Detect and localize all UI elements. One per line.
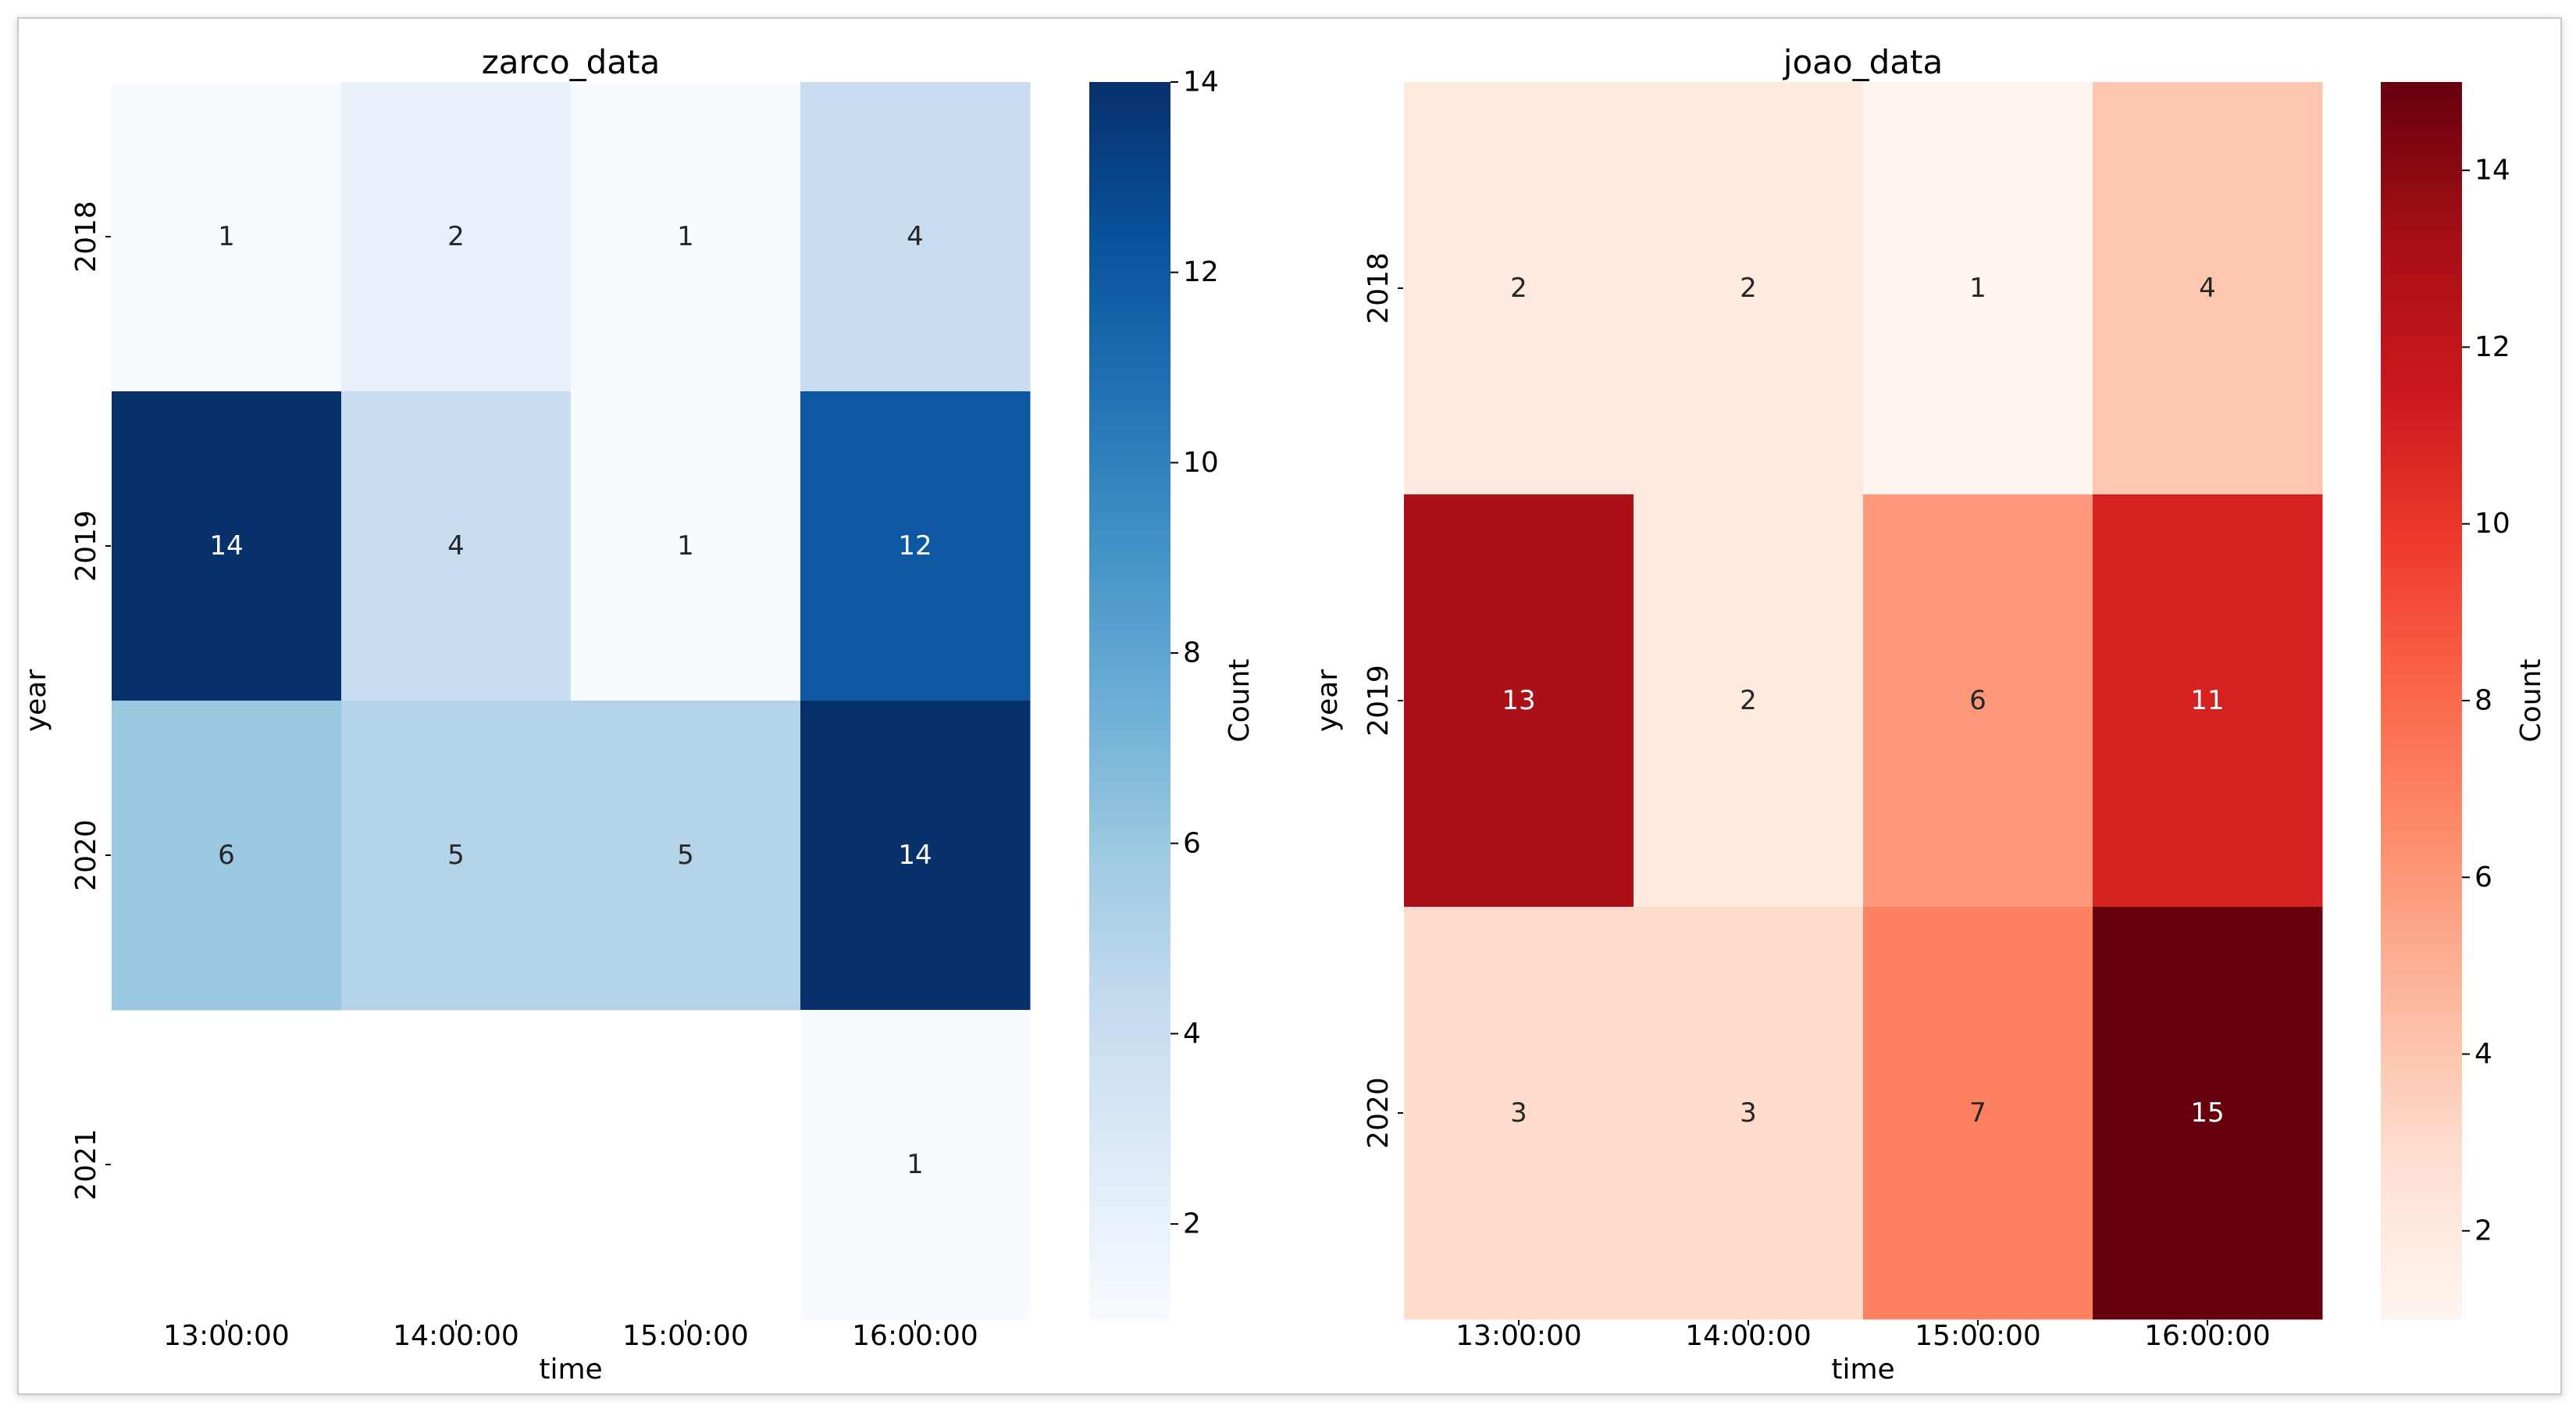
heatmap-cell [1863,907,2093,1320]
cell-value-label: 4 [447,530,465,562]
colorbar-tick-label: 10 [2474,508,2510,540]
y-tick-label: 2020 [70,819,102,891]
cell-value-label: 3 [1740,1097,1757,1129]
colorbar-label: Count [2515,659,2547,743]
colorbar-tick-label: 8 [2474,685,2492,717]
heatmap-cell [341,701,572,1011]
cell-value-label: 1 [677,530,694,562]
heatmap-cell [1863,494,2093,908]
x-axis-label: time [1831,1354,1894,1386]
colorbar-tick-label: 4 [2474,1038,2492,1070]
heatmap-cell [112,391,342,701]
colorbar-tick-label: 2 [2474,1215,2492,1247]
colorbar-tick-label: 8 [1183,637,1201,669]
cell-value-label: 5 [677,840,694,871]
cell-value-label: 12 [898,530,932,562]
heatmap-cell [1404,494,1634,908]
y-tick-label: 2018 [1363,252,1395,324]
heatmap-cell [1634,82,1864,495]
colorbar [2381,82,2462,1319]
colorbar-label: Count [1224,659,1256,743]
colorbar-tick-label: 6 [2474,861,2492,894]
x-axis-label: time [539,1354,602,1386]
colorbar-tick-label: 14 [2474,155,2510,187]
x-tick-label: 13:00:00 [1455,1320,1582,1352]
y-axis-label: year [20,669,52,733]
colorbar-tick-label: 12 [1183,256,1219,288]
colorbar-tick-label: 4 [1183,1018,1201,1050]
cell-value-label: 14 [209,530,243,562]
heatmap-cell [1404,907,1634,1320]
heatmap-cell [112,701,342,1011]
x-tick-label: 14:00:00 [393,1320,519,1352]
cell-value-label: 6 [218,840,235,871]
x-tick-label: 15:00:00 [1915,1320,2041,1352]
chart-title: joao_data [1783,43,1943,81]
cell-value-label: 3 [1510,1097,1527,1129]
heatmap-cell [1404,82,1634,495]
cell-value-label: 4 [2199,273,2216,304]
x-tick-label: 16:00:00 [852,1320,978,1352]
heatmap-cell [571,701,801,1011]
cell-value-label: 1 [218,221,235,252]
colorbar-tick-label: 10 [1183,447,1219,479]
heatmap-cell [800,1010,1031,1320]
cell-value-label: 1 [677,221,694,252]
heatmap-cell [571,391,801,701]
x-tick-label: 16:00:00 [2144,1320,2271,1352]
heatmap-cell [2093,907,2323,1320]
cell-value-label: 1 [1969,273,1986,304]
heatmap-cell [800,82,1031,392]
cell-value-label: 15 [2190,1097,2224,1129]
heatmap-joao_data: 2 2 1 413 2 6 113 3 7 15joao_data201820192020year… [1312,43,2547,1386]
heatmap-cell [341,391,572,701]
cell-value-label: 4 [907,221,924,252]
y-tick-label: 2020 [1363,1077,1395,1149]
heatmap-cell [571,82,801,392]
x-tick-label: 14:00:00 [1685,1320,1812,1352]
heatmap-cell [341,82,572,392]
cell-value-label: 2 [1740,273,1757,304]
cell-value-label: 2 [1510,273,1527,304]
y-axis-label: year [1312,669,1344,733]
x-tick-label: 13:00:00 [163,1320,290,1352]
cell-value-label: 6 [1969,685,1986,716]
heatmap-cell [1634,494,1864,908]
x-tick-label: 15:00:00 [622,1320,749,1352]
heatmap-cell [800,391,1031,701]
heatmap-cell [2093,494,2323,908]
colorbar-tick-label: 2 [1183,1208,1201,1240]
cell-value-label: 11 [2190,685,2224,716]
colorbar-tick-label: 14 [1183,66,1219,98]
cell-value-label: 1 [907,1149,924,1180]
heatmap-cell [1634,907,1864,1320]
y-tick-label: 2021 [70,1129,102,1200]
heatmap-cell [1863,82,2093,495]
heatmap-cell [800,701,1031,1011]
cell-value-label: 13 [1502,685,1535,716]
chart-title: zarco_data [482,43,661,81]
colorbar-tick-label: 6 [1183,827,1201,859]
heatmap-zarco_data: 1 2 1 414 4 1 126 5 5 141zarco_data20182019202020… [20,43,1256,1386]
cell-value-label: 5 [447,840,465,871]
heatmap-cell [112,82,342,392]
cell-value-label: 2 [447,221,465,252]
cell-value-label: 2 [1740,685,1757,716]
y-tick-label: 2018 [70,201,102,273]
heatmap-cell [2093,82,2323,495]
colorbar-tick-label: 12 [2474,331,2510,363]
colorbar [1089,82,1170,1319]
y-tick-label: 2019 [1363,665,1395,737]
cell-value-label: 7 [1969,1097,1986,1129]
cell-value-label: 14 [898,840,932,871]
y-tick-label: 2019 [70,510,102,582]
